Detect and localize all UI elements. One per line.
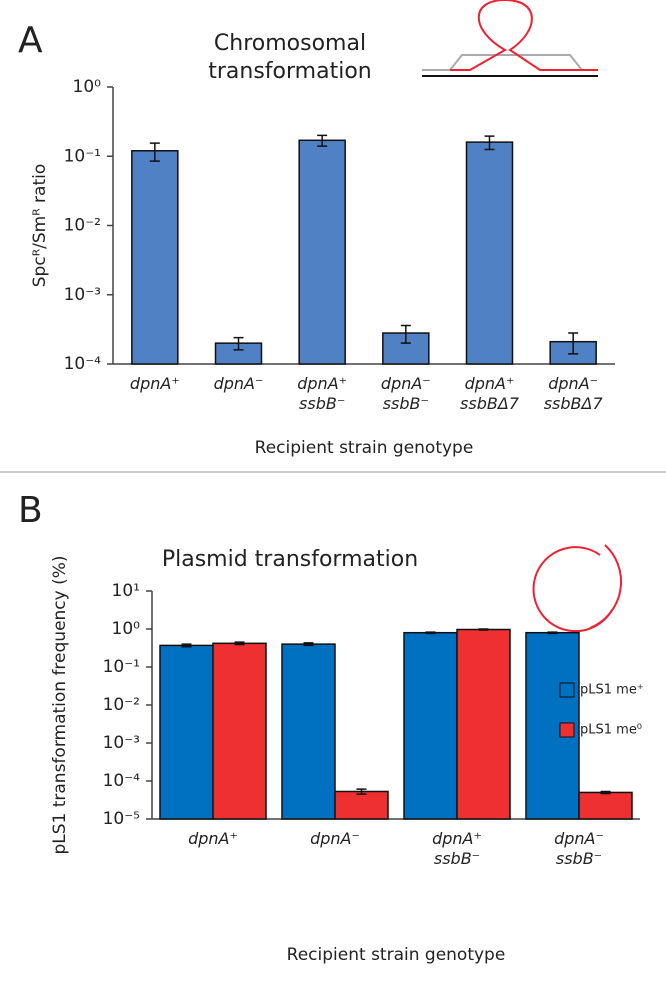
x-tick-label: dpnA⁻ <box>310 829 360 848</box>
legend-label: pLS1 me⁺ <box>580 683 644 698</box>
x-tick-label: dpnA⁻ ssbB⁻ <box>380 374 431 413</box>
y-tick-label: 10⁻⁴ <box>103 771 141 791</box>
legend-label: pLS1 me⁰ <box>580 723 642 738</box>
x-tick-label: dpnA⁺ ssbBΔ7 <box>460 374 519 413</box>
bar <box>465 141 514 365</box>
panel-label: B <box>18 490 43 531</box>
error-bar <box>484 135 495 151</box>
error-bar <box>600 790 611 795</box>
y-tick-label: 10¹ <box>112 581 140 601</box>
bar <box>456 628 511 820</box>
x-tick-label: dpnA⁺ ssbB⁻ <box>297 374 348 413</box>
x-axis-label: Recipient strain genotype <box>255 438 474 458</box>
legend-swatch <box>559 722 575 738</box>
bar <box>131 150 179 365</box>
y-tick-label: 10⁻³ <box>103 733 140 753</box>
error-bar <box>425 631 436 635</box>
y-tick-label: 10⁻² <box>64 216 101 236</box>
error-bar <box>149 142 160 162</box>
bar <box>212 642 267 820</box>
y-tick-label: 10⁻² <box>103 695 140 715</box>
error-bar <box>303 642 314 647</box>
y-tick-label: 10⁻³ <box>64 285 101 305</box>
bar <box>578 791 633 820</box>
error-bar <box>547 631 558 635</box>
error-bar <box>356 788 367 795</box>
bar <box>334 790 389 820</box>
error-bar <box>478 628 489 631</box>
x-tick-label: dpnA⁺ <box>188 829 238 848</box>
linear-dna-icon <box>422 0 598 77</box>
y-tick-label: 10⁰ <box>112 619 141 639</box>
y-tick-label: 10⁻⁵ <box>103 809 140 829</box>
x-tick-label: dpnA⁻ <box>213 374 264 393</box>
legend-swatch <box>559 682 575 698</box>
bar <box>403 631 458 820</box>
y-tick-label: 10⁻⁴ <box>64 354 102 374</box>
x-tick-label: dpnA⁻ ssbBΔ7 <box>543 374 603 413</box>
chart-title: Plasmid transformation <box>161 547 419 572</box>
chart-title: Chromosomal transformation <box>208 31 372 84</box>
bar <box>159 644 214 820</box>
error-bar <box>568 332 579 355</box>
bar <box>281 643 336 820</box>
x-tick-label: dpnA⁺ ssbB⁻ <box>432 829 482 868</box>
y-tick-label: 10⁻¹ <box>103 657 140 677</box>
panel-label: A <box>18 20 43 61</box>
bar <box>298 139 346 365</box>
y-axis-label: Spcᴿ/Smᴿ ratio <box>30 164 50 287</box>
error-bar <box>181 643 192 648</box>
x-tick-label: dpnA⁻ ssbB⁻ <box>554 829 604 868</box>
y-tick-label: 10⁻¹ <box>64 146 101 166</box>
error-bar <box>317 134 328 147</box>
plasmid-icon <box>532 544 623 633</box>
x-tick-label: dpnA⁺ <box>129 374 180 393</box>
y-tick-label: 10⁰ <box>73 77 102 97</box>
error-bar <box>400 324 411 344</box>
y-axis-label: pLS1 transformation frequency (%) <box>50 555 70 854</box>
error-bar <box>234 641 245 646</box>
x-axis-label: Recipient strain genotype <box>287 945 506 965</box>
error-bar <box>233 336 244 351</box>
